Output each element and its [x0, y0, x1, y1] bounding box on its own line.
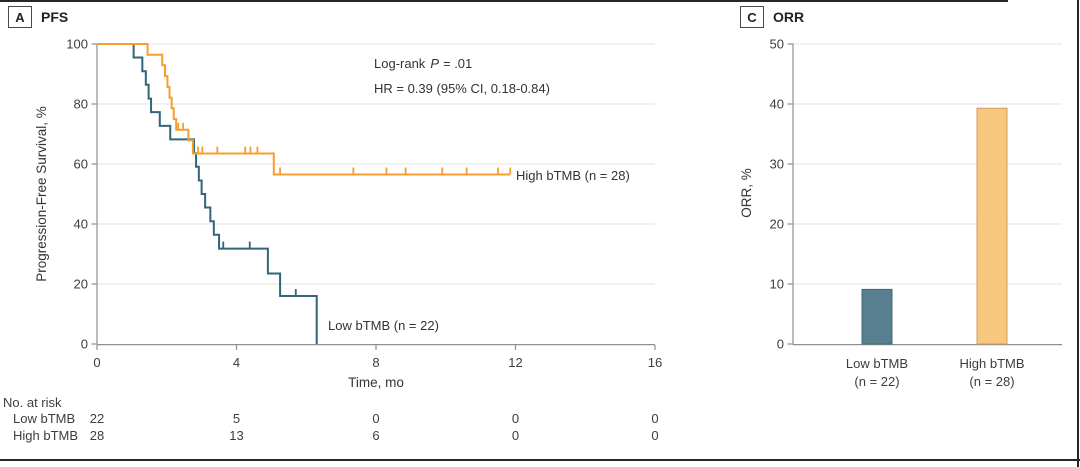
y-tick-label: 40 [74, 217, 88, 232]
panel-a-letter: A [15, 9, 25, 25]
panel-c-title: ORR [773, 9, 805, 25]
high-btmb-curve-label: High bTMB (n = 28) [516, 168, 630, 183]
at-risk-count: 6 [372, 428, 380, 443]
frame-bottom-line [0, 459, 1080, 461]
frame-right-line [1077, 0, 1079, 467]
at-risk-count: 0 [651, 411, 659, 426]
at-risk-count: 0 [372, 411, 380, 426]
at-risk-count: 0 [511, 411, 520, 426]
panel-c-letter-box: C [740, 6, 764, 28]
panel-c-letter: C [747, 9, 757, 25]
y-tick-label: 80 [74, 97, 88, 112]
y-tick-label: 20 [770, 217, 784, 232]
panel-a-header: A PFS [8, 6, 68, 28]
x-tick-label: 12 [508, 355, 522, 370]
low-btmb-curve-label: Low bTMB (n = 22) [328, 318, 439, 333]
bar [861, 288, 893, 345]
y-tick-label: 10 [770, 277, 784, 292]
panel-a-letter-box: A [8, 6, 32, 28]
km-curves [97, 43, 512, 344]
panel-a-title: PFS [41, 9, 69, 25]
bar-y-axis-title: ORR, % [739, 168, 754, 218]
at-risk-row-label: High bTMB [13, 428, 79, 443]
at-risk-table: No. at risk Low bTMB 22 5 0 0 0 High bTMB 28 13 6… [3, 395, 659, 443]
at-risk-count: 22 [89, 411, 105, 426]
y-tick-label: 0 [81, 337, 88, 352]
bar-axes: 0 10 20 30 40 50 [770, 37, 1062, 352]
bar-category-label: Low bTMB [846, 356, 908, 371]
km-plot-svg: 0 20 40 60 80 100 0 4 8 12 16 Progression-Free Sur… [34, 37, 662, 391]
bar-series: Low bTMB (n = 22) High bTMB (n = 28) [846, 107, 1025, 389]
km-step-curve [97, 43, 511, 176]
at-risk-count: 5 [232, 411, 241, 426]
y-tick-label: 100 [66, 37, 88, 52]
km-gridlines [97, 43, 655, 285]
y-tick-label: 30 [770, 157, 784, 172]
bar-category-sublabel: (n = 22) [854, 374, 899, 389]
y-tick-label: 50 [770, 37, 784, 52]
logrank-annotation: Log-rank P = .01 [374, 56, 472, 71]
at-risk-count: 13 [229, 428, 244, 443]
x-tick-label: 8 [372, 355, 379, 370]
km-axes: 0 20 40 60 80 100 0 4 8 12 16 [66, 37, 662, 371]
at-risk-count: 28 [89, 428, 105, 443]
at-risk-count: 0 [511, 428, 520, 443]
y-tick-label: 60 [74, 157, 88, 172]
bar-category-label: High bTMB [959, 356, 1024, 371]
y-tick-label: 20 [74, 277, 88, 292]
km-step-curve [97, 43, 318, 344]
x-tick-label: 16 [648, 355, 662, 370]
hr-annotation: HR = 0.39 (95% CI, 0.18-0.84) [374, 81, 550, 96]
km-x-axis-title: Time, mo [348, 375, 404, 390]
frame-top-line [0, 0, 1008, 2]
bar-gridlines [793, 43, 1062, 285]
y-tick-label: 0 [777, 337, 784, 352]
bar [976, 107, 1008, 345]
at-risk-count: 0 [651, 428, 659, 443]
at-risk-title: No. at risk [3, 395, 62, 410]
at-risk-row-label: Low bTMB [13, 411, 76, 426]
x-tick-label: 4 [233, 355, 240, 370]
orr-bar-svg: 0 10 20 30 40 50 Low bTMB (n = 22) High bTMB (n … [739, 37, 1062, 389]
km-y-axis-title: Progression-Free Survival, % [34, 106, 49, 282]
bar-category-sublabel: (n = 28) [969, 374, 1014, 389]
y-tick-label: 40 [770, 97, 784, 112]
panel-c-header: C ORR [740, 6, 804, 28]
x-tick-label: 0 [93, 355, 100, 370]
